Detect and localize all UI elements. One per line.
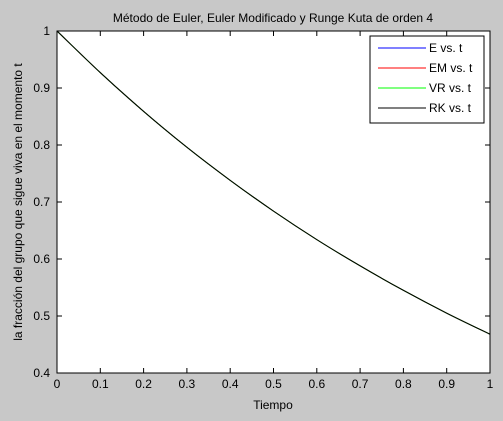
y-tick-label: 0.7 (33, 195, 50, 209)
y-tick-label: 0.4 (33, 366, 50, 380)
x-tick-label: 0 (54, 377, 61, 391)
y-tick-label: 1 (43, 24, 50, 38)
x-tick-label: 0.8 (395, 377, 412, 391)
x-tick-label: 0.4 (222, 377, 239, 391)
x-axis-label: Tiempo (253, 398, 293, 412)
legend-label-1: EM vs. t (429, 61, 473, 75)
x-tick-label: 0.7 (352, 377, 369, 391)
x-tick-label: 0.9 (438, 377, 455, 391)
legend-label-0: E vs. t (429, 41, 463, 55)
series-line-3 (56, 30, 491, 335)
y-tick-label: 0.9 (33, 81, 50, 95)
x-tick-label: 0.2 (135, 377, 152, 391)
y-tick-label: 0.8 (33, 138, 50, 152)
x-tick-label: 0.5 (265, 377, 282, 391)
y-tick-label: 0.5 (33, 309, 50, 323)
legend-label-3: RK vs. t (429, 101, 472, 115)
series-layer (56, 30, 491, 335)
y-tick-label: 0.6 (33, 252, 50, 266)
x-tick-label: 0.6 (308, 377, 325, 391)
x-tick-label: 0.1 (92, 377, 109, 391)
chart-title: Método de Euler, Euler Modificado y Rung… (113, 11, 434, 25)
axes-frame (56, 30, 491, 374)
legend: E vs. t EM vs. t VR vs. t RK vs. t (369, 35, 485, 124)
legend-label-2: VR vs. t (429, 81, 472, 95)
y-axis-label: la fracción del grupo que sigue viva en … (11, 63, 25, 341)
ticks: 0 0.1 0.2 0.3 0.4 0.5 0.6 0.7 0.8 0.9 1 0.4 0.5 0.6 0.… (33, 24, 493, 391)
x-tick-label: 1 (487, 377, 494, 391)
x-tick-label: 0.3 (179, 377, 196, 391)
